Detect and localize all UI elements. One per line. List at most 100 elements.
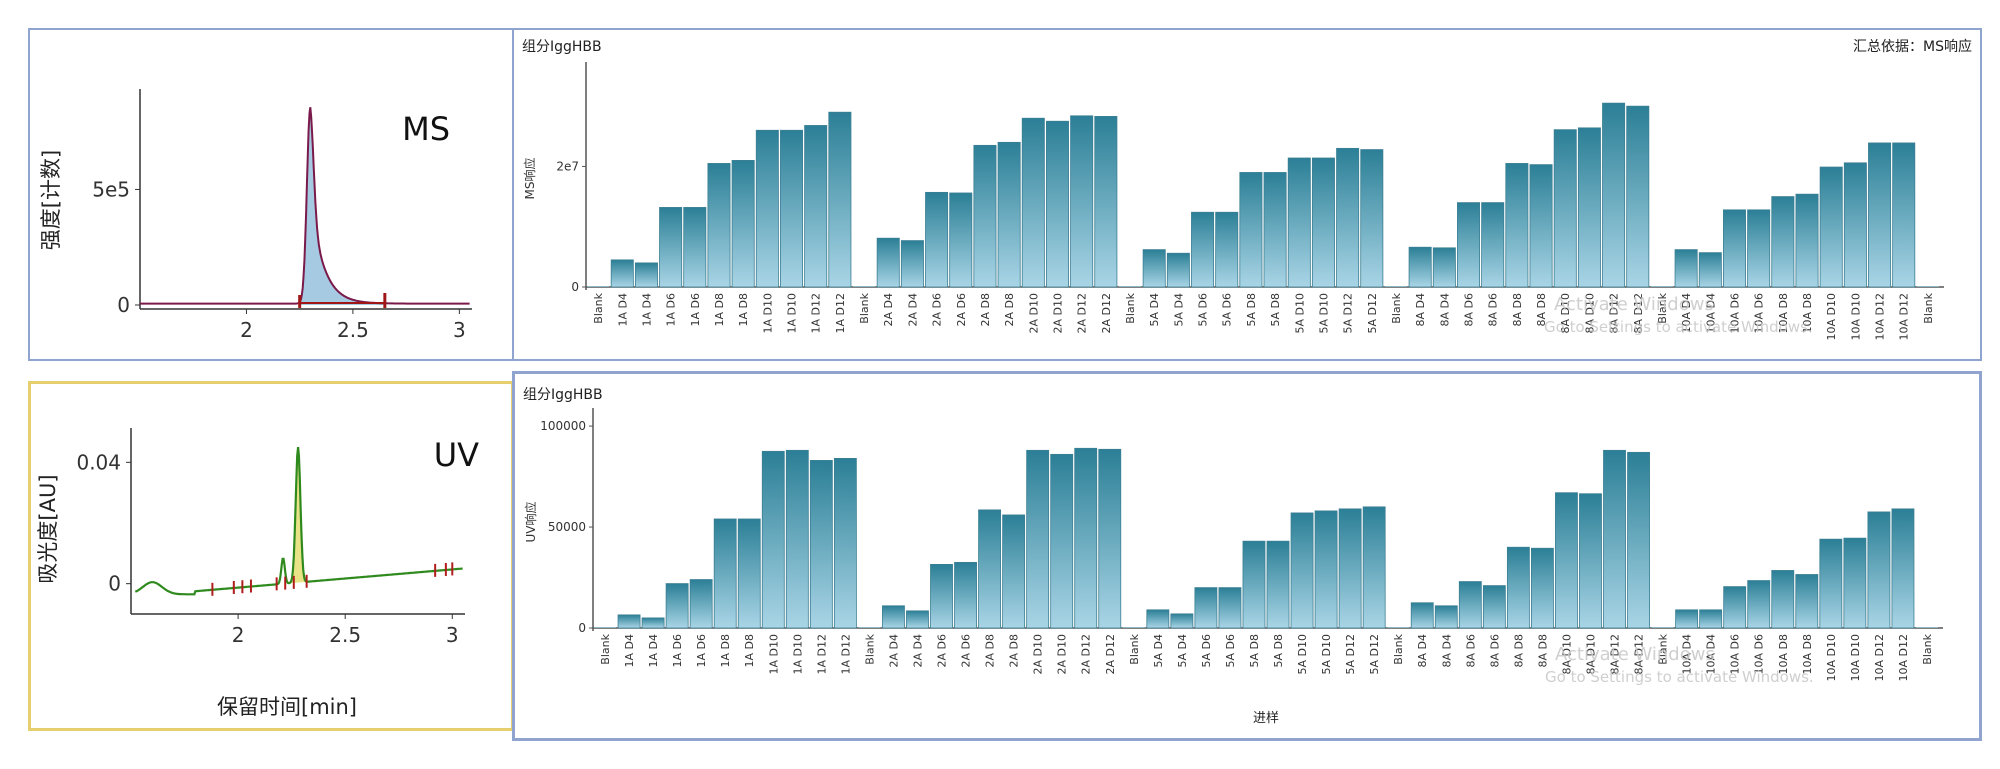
x-axis-label: 保留时间[min] — [217, 695, 357, 719]
x-tick-label: 1A D10 — [767, 634, 780, 675]
bar — [641, 617, 665, 629]
bar — [1698, 252, 1722, 288]
bar — [1311, 157, 1335, 288]
y-tick-label: 0 — [571, 280, 579, 294]
bar — [1867, 511, 1891, 629]
bar — [1603, 449, 1626, 629]
bar — [761, 450, 785, 629]
y-tick-label: 0.04 — [76, 450, 121, 474]
bar — [1795, 193, 1819, 288]
x-tick-label: 5A D10 — [1293, 293, 1306, 334]
x-tick-label: 1A D12 — [815, 634, 828, 675]
x-tick-label: Blank — [1657, 633, 1670, 664]
x-tick-label: 5A D6 — [1221, 293, 1234, 327]
bar — [1098, 448, 1122, 629]
x-tick-label: 8A D8 — [1536, 634, 1549, 668]
x-tick-label: 1A D8 — [719, 634, 732, 668]
bar — [634, 262, 658, 288]
x-tick-label: 2A D8 — [1008, 634, 1021, 668]
bar — [1170, 613, 1194, 629]
x-tick-label: Blank — [1128, 633, 1141, 664]
bar — [1915, 627, 1938, 628]
y-tick-label: 0 — [117, 293, 130, 317]
bar — [1432, 247, 1456, 288]
x-tick-label: 8A D12 — [1632, 293, 1645, 334]
peak-area-fill — [287, 447, 309, 584]
x-axis-label: 进样 — [1253, 711, 1279, 726]
x-tick-label: 5A D4 — [1176, 634, 1189, 668]
x-tick-label: 2A D10 — [1056, 634, 1069, 675]
x-tick-label: 2.5 — [337, 318, 369, 342]
bar — [858, 627, 881, 628]
x-tick-label: 10A D10 — [1825, 634, 1838, 682]
x-tick-label: 1A D10 — [791, 634, 804, 675]
watermark-line1: Activate Windows — [1555, 644, 1715, 665]
x-tick-label: 1A D6 — [665, 293, 678, 327]
x-tick-label: 8A D4 — [1438, 293, 1451, 327]
x-tick-label: 8A D4 — [1416, 634, 1429, 668]
uv-bar-chart-panel: 组分IggHBB 100000 50000 0 UV响应 Blank 1A D4 1A D4… — [512, 371, 1982, 741]
x-tick-label: 10A D6 — [1753, 634, 1766, 675]
x-tick-label: Blank — [1124, 292, 1137, 323]
x-tick-label: 8A D10 — [1584, 634, 1597, 675]
ms-bar-chart-panel: 组分IggHBB 汇总依据：MS响应 2e7 0 MS响应 Blank 1A D4 1A … — [512, 28, 1982, 361]
y-tick-label: 0 — [108, 572, 121, 596]
y-axis-label: MS响应 — [522, 158, 537, 200]
ms-trace — [140, 107, 470, 305]
y-tick-label: 100000 — [540, 419, 586, 433]
x-tick-label: 1A D10 — [761, 293, 774, 334]
watermark-line1: Activate Windows — [1554, 294, 1714, 315]
x-tick-label: Blank — [1922, 292, 1935, 323]
bar — [1118, 286, 1142, 287]
ms-chromatogram-panel: 5e5 0 2 2.5 3 强度[计数] MS — [28, 28, 514, 361]
x-tick-label: 10A D6 — [1728, 293, 1741, 334]
x-tick-label: 2 — [232, 623, 245, 647]
y-tick-label: 50000 — [548, 520, 586, 534]
bar — [997, 141, 1021, 288]
x-tick-label: 10A D8 — [1801, 293, 1814, 334]
bar — [906, 610, 929, 629]
bar — [833, 458, 857, 629]
bar — [809, 460, 833, 629]
uv-bar-chart: 100000 50000 0 UV响应 Blank 1A D4 1A D4 1A D6 1A D… — [523, 408, 1943, 726]
x-tick-label: 10A D12 — [1898, 293, 1911, 341]
bar — [1094, 116, 1118, 288]
x-tick-label: 2A D12 — [1080, 634, 1093, 675]
x-tick-label: 2A D6 — [936, 634, 949, 668]
x-tick-label: 5A D12 — [1342, 293, 1355, 334]
bar — [1577, 127, 1601, 288]
x-tick-label: 8A D4 — [1414, 293, 1427, 327]
x-tick-label: 8A D6 — [1464, 634, 1477, 668]
x-tick-label: 10A D8 — [1777, 293, 1790, 334]
bar — [1747, 209, 1771, 288]
x-tick-label: 10A D10 — [1849, 293, 1862, 341]
x-tick-label: 2A D8 — [1003, 293, 1016, 327]
bar — [1529, 164, 1553, 288]
bar — [1675, 609, 1699, 629]
x-tick-label: 5A D8 — [1248, 634, 1261, 668]
x-tick-label: 2A D10 — [1032, 634, 1045, 675]
x-tick-label: 2A D8 — [984, 634, 997, 668]
bar — [1384, 286, 1408, 287]
y-tick-label: 2e7 — [556, 159, 579, 173]
bar — [1362, 506, 1386, 629]
x-tick-label: 5A D6 — [1224, 634, 1237, 668]
x-tick-label: 10A D8 — [1801, 634, 1814, 675]
bar — [665, 583, 689, 629]
bar — [1626, 105, 1650, 288]
bar — [1218, 587, 1242, 629]
bar — [1457, 202, 1481, 288]
x-tick-label: 5A D10 — [1296, 634, 1309, 675]
bar — [731, 160, 755, 288]
x-tick-label: 8A D8 — [1535, 293, 1548, 327]
bar — [1819, 166, 1843, 288]
bar — [1166, 252, 1190, 288]
bar — [1146, 609, 1170, 629]
bar — [1723, 586, 1747, 629]
x-tick-label: 8A D10 — [1560, 634, 1573, 675]
bar — [1674, 249, 1698, 288]
y-axis-label: UV响应 — [523, 502, 538, 543]
x-tick-label: 10A D10 — [1825, 293, 1838, 341]
bar — [1892, 142, 1916, 288]
bar — [1722, 209, 1746, 288]
